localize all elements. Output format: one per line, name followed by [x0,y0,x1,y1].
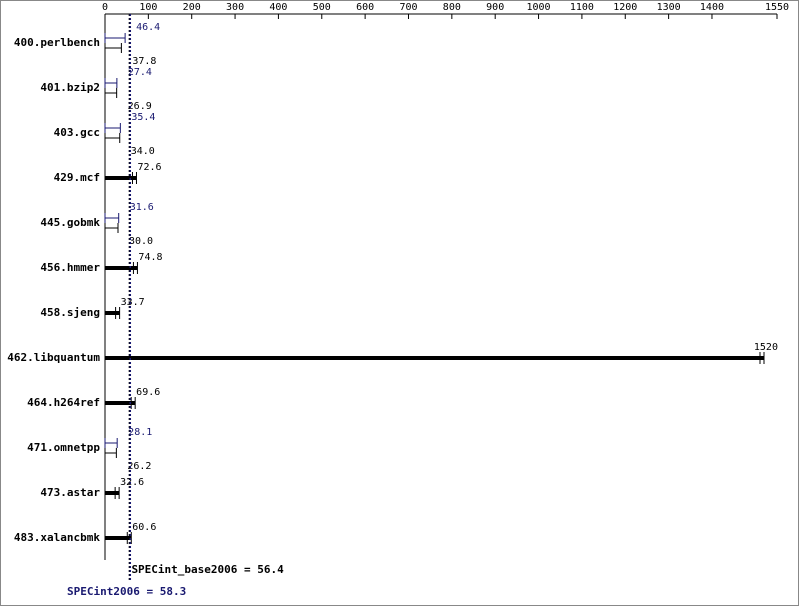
category-label: 473.astar [40,486,100,499]
category-label: 403.gcc [54,126,100,139]
x-tick-label: 1000 [527,2,551,13]
value-label: 28.1 [128,427,152,438]
x-tick-label: 0 [102,2,108,13]
category-label: 456.hmmer [40,261,100,274]
x-tick-label: 900 [486,2,504,13]
x-tick-label: 100 [139,2,157,13]
x-tick-label: 400 [269,2,287,13]
category-label: 458.sjeng [40,306,100,319]
category-label: 464.h264ref [27,396,100,409]
value-label: 26.9 [128,101,152,112]
category-label: 445.gobmk [40,216,100,229]
value-label: 74.8 [138,252,162,263]
value-label: 27.4 [128,67,152,78]
x-tick-label: 200 [183,2,201,13]
value-label: 31.6 [130,202,154,213]
x-tick-label: 300 [226,2,244,13]
x-tick-label: 700 [399,2,417,13]
value-label: 35.4 [131,112,155,123]
x-tick-label: 1300 [657,2,681,13]
category-label: 429.mcf [54,171,100,184]
reference-label: SPECint_base2006 = 56.4 [131,563,284,576]
x-tick-label: 1100 [570,2,594,13]
value-label: 37.8 [132,56,156,67]
value-label: 30.0 [129,236,153,247]
x-tick-label: 1200 [613,2,637,13]
category-label: 471.omnetpp [27,441,100,454]
value-label: 34.0 [131,146,155,157]
value-label: 60.6 [132,522,156,533]
x-tick-label: 500 [313,2,331,13]
x-tick-label: 800 [443,2,461,13]
category-label: 401.bzip2 [40,81,100,94]
category-label: 462.libquantum [7,351,100,364]
value-label: 26.2 [127,461,151,472]
category-label: 400.perlbench [14,36,100,49]
reference-label: SPECint2006 = 58.3 [67,585,186,598]
x-tick-label: 1550 [765,2,789,13]
value-label: 72.6 [137,162,161,173]
value-label: 32.6 [120,477,144,488]
value-label: 1520 [754,342,778,353]
category-label: 483.xalancbmk [14,531,100,544]
value-label: 69.6 [136,387,160,398]
value-label: 33.7 [121,297,145,308]
x-tick-label: 1400 [700,2,724,13]
value-label: 46.4 [136,22,160,33]
x-tick-label: 600 [356,2,374,13]
